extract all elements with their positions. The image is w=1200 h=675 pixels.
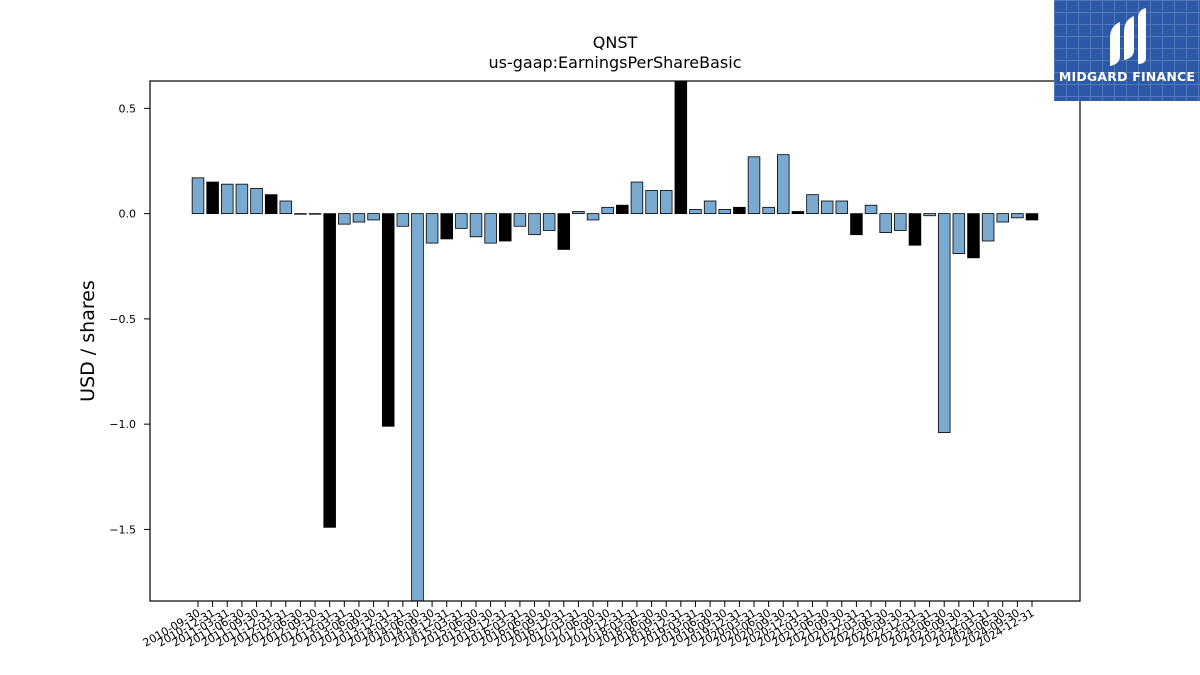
bar-2010-09-30 — [191, 177, 205, 215]
bar-2010-12-31 — [206, 181, 219, 215]
bar-2012-12-31 — [323, 213, 336, 528]
bar-2019-12-31 — [733, 206, 746, 215]
bar-2017-06-30 — [586, 213, 600, 221]
bar-2017-09-30 — [601, 206, 614, 215]
bar-2011-03-31 — [221, 183, 234, 215]
bar-2015-06-30 — [469, 213, 483, 238]
bar-2021-09-30 — [835, 200, 849, 215]
bar-2021-03-31 — [806, 194, 819, 215]
bar-2016-06-30 — [528, 213, 541, 236]
bar-2013-09-30 — [367, 213, 380, 221]
bar-2016-03-31 — [513, 213, 527, 227]
bar-2016-12-31 — [557, 213, 571, 250]
bar-2023-12-31 — [967, 213, 980, 259]
x-ticks-group: 2010-09-302010-12-312011-03-312011-06-30… — [141, 601, 1037, 650]
bar-2013-03-31 — [338, 213, 351, 225]
bar-2022-06-30 — [879, 213, 892, 233]
bar-2012-06-30 — [294, 213, 307, 215]
y-tick-label: −0.5 — [109, 313, 136, 326]
bar-2017-12-31 — [616, 204, 629, 215]
bar-2019-09-30 — [718, 209, 731, 215]
bar-2021-06-30 — [820, 200, 834, 215]
bar-2023-09-30 — [952, 213, 966, 255]
bar-2022-12-31 — [908, 213, 922, 246]
bar-2015-12-31 — [499, 213, 512, 242]
y-axis-label: USD / shares — [77, 280, 99, 402]
y-ticks-group: 0.5 0.0 −0.5 −1.0 −1.5 — [109, 102, 150, 536]
bar-2018-12-31 — [674, 80, 688, 215]
bar-2019-03-31 — [689, 209, 702, 215]
bar-2023-03-31 — [923, 213, 936, 217]
bar-2014-03-31 — [396, 213, 410, 227]
bar-2014-09-30 — [425, 213, 439, 244]
bar-2020-03-31 — [747, 156, 761, 215]
bar-2011-09-30 — [250, 187, 263, 215]
bar-2018-09-30 — [659, 190, 673, 215]
bar-2022-09-30 — [894, 213, 907, 231]
bar-2011-06-30 — [235, 183, 249, 215]
chart-subtitle: us-gaap:EarningsPerShareBasic — [488, 53, 741, 72]
bar-2016-09-30 — [542, 213, 556, 231]
bar-2015-09-30 — [484, 213, 497, 244]
bars-group — [191, 80, 1039, 602]
bar-2022-03-31 — [864, 204, 878, 215]
bar-2020-09-30 — [777, 154, 790, 215]
y-tick-label: −1.5 — [109, 523, 136, 536]
bar-2014-06-30 — [411, 213, 424, 602]
bar-2019-06-30 — [703, 200, 717, 215]
bar-2013-06-30 — [352, 213, 366, 223]
chart-title: QNST — [593, 33, 638, 52]
bar-2020-12-31 — [791, 211, 805, 215]
bar-2013-12-31 — [381, 213, 395, 427]
y-tick-label: −1.0 — [109, 418, 136, 431]
bar-2018-06-30 — [645, 190, 658, 215]
bar-2014-12-31 — [440, 213, 453, 240]
bar-2012-03-31 — [279, 200, 293, 215]
bar-2012-09-30 — [308, 213, 322, 215]
bar-2024-03-31 — [981, 213, 995, 242]
bar-2024-09-30 — [1011, 213, 1024, 219]
logo-text: MIDGARD FINANCE — [1058, 69, 1196, 84]
y-tick-label: 0.0 — [119, 208, 137, 221]
bar-2024-06-30 — [996, 213, 1009, 223]
bar-2024-12-31 — [1025, 213, 1039, 221]
midgard-logo-icon — [1110, 8, 1146, 66]
brand-logo: MIDGARD FINANCE — [1054, 0, 1200, 101]
plot-frame — [149, 80, 1081, 602]
bar-2020-06-30 — [762, 206, 775, 215]
bar-2015-03-31 — [455, 213, 468, 229]
bar-2018-03-31 — [630, 181, 644, 215]
bar-2021-12-31 — [850, 213, 863, 236]
bar-2023-06-30 — [937, 213, 951, 433]
bar-2017-03-31 — [572, 211, 585, 215]
y-tick-label: 0.5 — [119, 102, 137, 115]
bar-2011-12-31 — [264, 194, 278, 215]
